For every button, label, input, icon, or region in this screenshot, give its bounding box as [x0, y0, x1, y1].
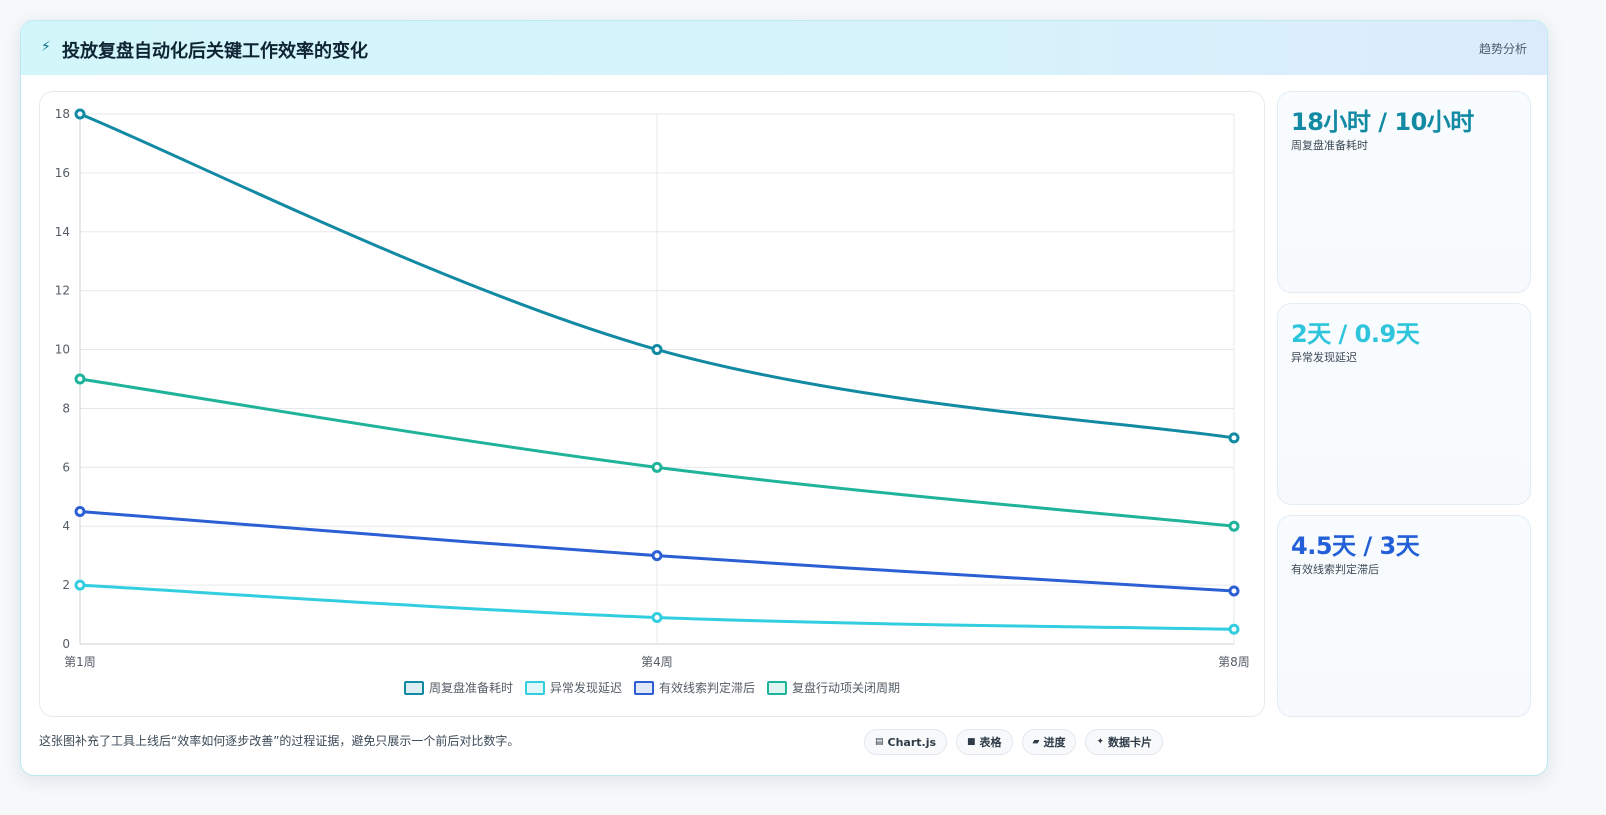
data-point [74, 108, 86, 120]
data-point [651, 461, 663, 473]
y-tick-label: 6 [62, 460, 70, 474]
y-tick-label: 14 [55, 225, 70, 239]
table-icon: ■ [967, 737, 976, 747]
y-tick-label: 8 [62, 401, 70, 415]
pill-progress[interactable]: ▰ 进度 [1021, 729, 1077, 755]
legend-label: 异常发现延迟 [549, 681, 622, 695]
y-tick-label: 18 [55, 107, 70, 121]
trend-analysis-tag: 趋势分析 [1478, 42, 1527, 56]
legend-label: 复盘行动项关闭周期 [792, 681, 901, 695]
pill-label: 数据卡片 [1108, 736, 1153, 749]
card-header: ⚡ 投放复盘自动化后关键工作效率的变化 趋势分析 [21, 21, 1547, 75]
pill-label: Chart.js [887, 735, 937, 749]
x-tick-label: 第4周 [641, 655, 673, 669]
legend-item[interactable]: 有效线索判定滞后 [634, 679, 755, 696]
data-point [651, 344, 663, 356]
stat-card-anomaly-delay: 2天 / 0.9天 异常发现延迟 [1277, 303, 1531, 505]
stat-label: 周复盘准备耗时 [1291, 139, 1368, 152]
line-chart: 0 2 4 6 8 10 12 14 16 18 第1周 第4周 第8周 [55, 107, 1250, 669]
legend-item[interactable]: 复盘行动项关闭周期 [767, 679, 900, 696]
stat-value: 2天 / 0.9天 [1291, 320, 1420, 348]
y-tick-label: 12 [55, 284, 70, 298]
stat-card-prep-time: 18小时 / 10小时 周复盘准备耗时 [1277, 91, 1531, 293]
pill-label: 表格 [979, 736, 1002, 749]
y-tick-label: 16 [55, 166, 70, 180]
data-point [651, 612, 663, 623]
y-tick-label: 10 [55, 343, 70, 357]
pill-label: 进度 [1043, 736, 1066, 749]
data-point [74, 579, 86, 591]
data-point [1228, 520, 1240, 532]
data-point [1228, 623, 1240, 635]
legend-swatch [634, 680, 654, 695]
chart-card: ⚡ 投放复盘自动化后关键工作效率的变化 趋势分析 0 2 4 6 8 10 12 14 16 18… [20, 20, 1548, 776]
legend-item[interactable]: 异常发现延迟 [524, 679, 622, 696]
progress-icon: ▰ [1032, 737, 1040, 747]
data-point [651, 550, 663, 562]
data-point [1228, 432, 1240, 444]
x-tick-label: 第8周 [1218, 655, 1250, 669]
legend-item[interactable]: 周复盘准备耗时 [403, 679, 513, 696]
pill-chartjs[interactable]: ▤ Chart.js [864, 729, 948, 755]
stat-value: 18小时 / 10小时 [1291, 108, 1474, 136]
data-point [74, 373, 86, 385]
pill-data-card[interactable]: ✦ 数据卡片 [1085, 729, 1164, 755]
legend-swatch [403, 680, 424, 695]
chart-legend: 周复盘准备耗时 异常发现延迟 有效线索判定滞后 复盘行动项关闭周期 [40, 679, 1264, 696]
legend-swatch [767, 680, 788, 695]
legend-label: 周复盘准备耗时 [428, 681, 513, 695]
legend-swatch [524, 680, 545, 695]
stat-card-lead-lag: 4.5天 / 3天 有效线索判定滞后 [1277, 515, 1531, 717]
card-icon: ✦ [1096, 737, 1105, 747]
data-point [74, 506, 86, 517]
page-title: 投放复盘自动化后关键工作效率的变化 [62, 41, 368, 62]
stat-value: 4.5天 / 3天 [1291, 532, 1420, 560]
y-tick-label: 4 [62, 519, 70, 533]
y-tick-label: 2 [62, 578, 70, 592]
chart-panel: 0 2 4 6 8 10 12 14 16 18 第1周 第4周 第8周 周复盘准备耗时 异常发现延迟 有效… [39, 91, 1265, 717]
legend-label: 有效线索判定滞后 [659, 681, 756, 695]
stat-label: 有效线索判定滞后 [1291, 563, 1379, 576]
lightning-icon: ⚡ [41, 39, 51, 55]
footer-note: 这张图补充了工具上线后“效率如何逐步改善”的过程证据，避免只展示一个前后对比数字… [39, 734, 520, 748]
y-tick-label: 0 [62, 637, 70, 651]
stat-label: 异常发现延迟 [1291, 351, 1357, 364]
tech-pills: ▤ Chart.js ■ 表格 ▰ 进度 ✦ 数据卡片 [864, 729, 1164, 755]
chart-icon: ▤ [875, 737, 884, 747]
pill-table[interactable]: ■ 表格 [956, 729, 1013, 755]
data-point [1228, 585, 1240, 597]
x-tick-label: 第1周 [64, 655, 96, 669]
